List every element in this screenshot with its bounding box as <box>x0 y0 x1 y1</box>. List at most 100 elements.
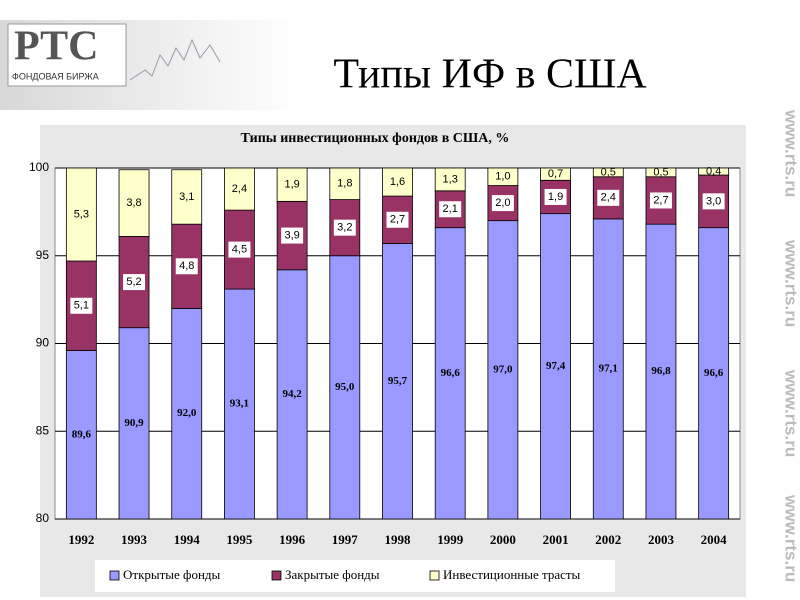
value-label-box <box>597 189 620 206</box>
legend-swatch <box>109 570 120 581</box>
value-label-box <box>491 195 514 212</box>
logo: РТС <box>14 24 99 70</box>
value-label: 2,4 <box>601 192 616 204</box>
bar-segment <box>698 227 730 520</box>
bar-segment <box>276 167 308 202</box>
bar-segment <box>329 255 361 520</box>
bar-segment <box>224 288 255 520</box>
legend-box <box>95 560 615 592</box>
bar-segment <box>171 169 203 225</box>
bar-segment <box>434 167 466 192</box>
x-tick-label: 1995 <box>226 532 253 547</box>
value-label-box <box>649 192 672 209</box>
watermark: www.rts.ru <box>782 239 800 327</box>
bar-segment <box>171 307 203 520</box>
logo-graph <box>129 38 221 81</box>
bar-segment <box>645 167 677 178</box>
bar-segment <box>382 243 413 520</box>
value-label: 0,7 <box>548 168 563 180</box>
value-label-box <box>175 258 198 275</box>
legend-swatch <box>271 570 282 581</box>
x-tick-label: 1996 <box>279 532 306 547</box>
value-label: 97,1 <box>599 362 618 374</box>
logo-box <box>7 23 127 87</box>
y-tick-label: 80 <box>36 511 50 525</box>
bar-segment <box>118 327 150 520</box>
value-label: 3,8 <box>126 197 141 209</box>
value-label: 4,8 <box>179 260 194 272</box>
bar-segment <box>487 167 519 186</box>
value-label-box <box>544 188 567 205</box>
value-label: 1,9 <box>548 191 563 203</box>
value-label: 1,3 <box>443 173 458 185</box>
bar-segment <box>329 167 361 200</box>
value-label: 95,0 <box>335 381 355 393</box>
value-label: 2,4 <box>232 183 247 195</box>
value-label: 1,6 <box>390 176 405 188</box>
value-label: 1,0 <box>495 171 510 183</box>
watermark: www.rts.ru <box>782 369 800 457</box>
x-tick-label: 2003 <box>648 532 675 547</box>
watermark: www.rts.ru <box>782 109 800 197</box>
value-label: 94,2 <box>282 388 302 400</box>
y-tick-label: 100 <box>29 160 49 174</box>
logo-subtitle: ФОНДОВАЯ БИРЖА <box>12 71 99 81</box>
value-label: 2,7 <box>653 194 668 206</box>
value-label-box <box>333 219 356 236</box>
x-tick-label: 2001 <box>543 532 569 547</box>
value-label: 3,0 <box>706 195 721 207</box>
bar-segment <box>592 167 624 178</box>
bar-segment <box>65 167 97 262</box>
value-label: 1,9 <box>284 179 299 191</box>
value-label: 2,7 <box>390 214 405 226</box>
value-label: 97,0 <box>493 363 513 375</box>
value-label: 96,6 <box>441 367 461 379</box>
value-label: 4,5 <box>232 244 247 256</box>
value-label: 96,8 <box>651 365 671 377</box>
x-tick-label: 2000 <box>490 532 516 547</box>
value-label: 2,1 <box>443 203 458 215</box>
bar-segment <box>540 213 571 520</box>
bar-segment <box>276 269 308 520</box>
value-label: 0,4 <box>706 165 721 177</box>
bar-segment <box>592 218 624 520</box>
slide-title: Типы ИФ в США <box>333 52 647 98</box>
value-label: 90,9 <box>124 417 144 429</box>
y-tick-label: 90 <box>36 336 50 350</box>
x-tick-label: 1999 <box>437 532 464 547</box>
x-tick-label: 1992 <box>68 532 94 547</box>
bar-segment <box>382 167 413 197</box>
value-label: 0,5 <box>601 166 616 178</box>
bar-segment <box>224 167 255 211</box>
y-tick-label: 95 <box>36 248 50 262</box>
bar-segment <box>540 167 571 181</box>
bar-segment <box>434 227 466 520</box>
value-label: 1,8 <box>337 178 352 190</box>
value-label-box <box>70 297 93 314</box>
bar-segment <box>698 167 730 176</box>
value-label: 92,0 <box>177 407 197 419</box>
x-tick-label: 2002 <box>595 532 621 547</box>
x-tick-label: 1997 <box>332 532 359 547</box>
value-label: 93,1 <box>230 398 249 410</box>
value-label: 89,6 <box>72 428 92 440</box>
value-label: 3,1 <box>179 191 194 203</box>
value-label: 97,4 <box>546 360 566 372</box>
value-label: 95,7 <box>388 375 408 387</box>
value-label: 5,2 <box>126 276 141 288</box>
bar-segment <box>118 169 150 237</box>
value-label-box <box>123 274 146 291</box>
watermark: www.rts.ru <box>782 494 800 582</box>
value-label: 2,0 <box>495 197 510 209</box>
x-tick-label: 1994 <box>174 532 201 547</box>
legend-label: Закрытые фонды <box>285 567 380 582</box>
chart-title: Типы инвестиционных фондов в США, % <box>241 131 510 146</box>
value-label: 96,6 <box>704 367 724 379</box>
value-label: 5,1 <box>74 300 89 312</box>
y-tick-label: 85 <box>36 423 50 437</box>
bar-segment <box>65 350 97 520</box>
value-label: 3,9 <box>284 229 299 241</box>
value-label: 5,3 <box>74 208 89 220</box>
value-label-box <box>439 201 462 218</box>
